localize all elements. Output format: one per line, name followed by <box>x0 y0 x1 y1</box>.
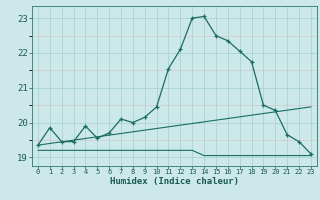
X-axis label: Humidex (Indice chaleur): Humidex (Indice chaleur) <box>110 177 239 186</box>
